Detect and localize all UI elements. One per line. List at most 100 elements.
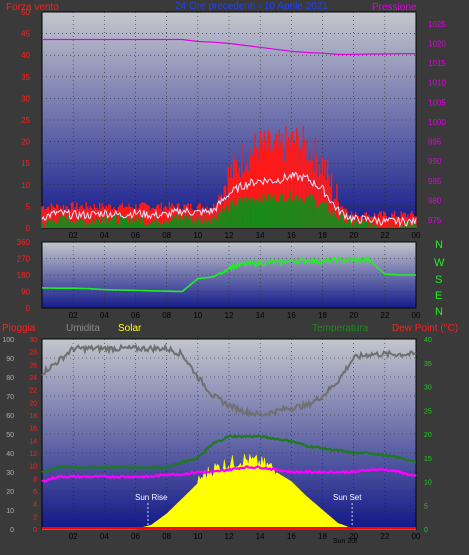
x-tick-label: 10 bbox=[193, 311, 202, 320]
x-tick-label: 20 bbox=[349, 311, 358, 320]
rain-tick-label: 4 bbox=[33, 502, 37, 509]
rain-tick-label: 14 bbox=[29, 438, 37, 445]
rain-tick-label: 30 bbox=[29, 337, 37, 344]
right-tick-label: 1025 bbox=[428, 20, 446, 29]
sun-set-time-annotation: Sun 20t bbox=[333, 538, 357, 545]
rain-tick-label: 12 bbox=[29, 451, 37, 458]
dewpoint-line bbox=[41, 465, 417, 483]
x-tick-label: 02 bbox=[69, 532, 78, 541]
data-marks bbox=[41, 38, 417, 530]
rain-tick-label: 24 bbox=[29, 375, 37, 382]
x-tick-label: 02 bbox=[69, 311, 78, 320]
x-tick-label: 12 bbox=[225, 532, 234, 541]
temperature-line bbox=[41, 434, 417, 474]
temperature-tick-label: 20 bbox=[424, 432, 432, 439]
x-tick-label: 10 bbox=[193, 231, 202, 240]
x-tick-label: 22 bbox=[380, 231, 389, 240]
x-tick-label: 00 bbox=[412, 231, 421, 240]
x-tick-label: 08 bbox=[162, 532, 171, 541]
x-tick-label: 16 bbox=[287, 231, 296, 240]
x-tick-label: 14 bbox=[256, 532, 265, 541]
humidity-tick-label: 30 bbox=[6, 470, 14, 477]
right-tick-label: 1015 bbox=[428, 59, 446, 68]
pressure-label: Pressione bbox=[372, 2, 417, 13]
right-tick-label: 1005 bbox=[428, 98, 446, 107]
rain-tick-label: 0 bbox=[33, 527, 37, 534]
left-tick-label: 50 bbox=[21, 8, 30, 17]
left-tick-label: 45 bbox=[21, 30, 30, 39]
right-tick-label: 1000 bbox=[428, 118, 446, 127]
direction-label-n-top: N bbox=[435, 239, 443, 251]
x-tick-label: 06 bbox=[131, 231, 140, 240]
direction-label-w: W bbox=[434, 257, 445, 269]
left-tick-label: 20 bbox=[21, 138, 30, 147]
x-tick-label: 14 bbox=[256, 231, 265, 240]
direction-label-s: S bbox=[435, 274, 442, 286]
direction-tick-label: 360 bbox=[17, 238, 31, 247]
x-tick-label: 02 bbox=[69, 231, 78, 240]
x-tick-label: 20 bbox=[349, 532, 358, 541]
x-tick-label: 08 bbox=[162, 311, 171, 320]
direction-label-e: E bbox=[435, 290, 442, 302]
left-tick-label: 15 bbox=[21, 159, 30, 168]
left-tick-label: 25 bbox=[21, 116, 30, 125]
humidity-label: Umidita bbox=[66, 323, 100, 334]
temperature-tick-label: 40 bbox=[424, 337, 432, 344]
x-tick-label: 06 bbox=[131, 311, 140, 320]
temperature-tick-label: 30 bbox=[424, 385, 432, 392]
temperature-label: Temperatura bbox=[312, 323, 369, 334]
x-tick-label: 18 bbox=[318, 311, 327, 320]
pressure-line bbox=[42, 38, 416, 55]
humidity-tick-label: 40 bbox=[6, 451, 14, 458]
rain-tick-label: 6 bbox=[33, 489, 37, 496]
temperature-tick-label: 10 bbox=[424, 480, 432, 487]
x-tick-label: 20 bbox=[349, 231, 358, 240]
right-tick-label: 975 bbox=[428, 216, 442, 225]
rain-tick-label: 18 bbox=[29, 413, 37, 420]
x-tick-label: 04 bbox=[100, 532, 109, 541]
right-tick-label: 980 bbox=[428, 197, 442, 206]
rain-tick-label: 20 bbox=[29, 400, 37, 407]
x-tick-label: 16 bbox=[287, 532, 296, 541]
x-tick-label: 12 bbox=[225, 311, 234, 320]
x-tick-label: 12 bbox=[225, 231, 234, 240]
right-tick-label: 990 bbox=[428, 157, 442, 166]
right-tick-label: 1010 bbox=[428, 79, 446, 88]
x-tick-label: 10 bbox=[193, 532, 202, 541]
rain-tick-label: 10 bbox=[29, 464, 37, 471]
rain-tick-label: 26 bbox=[29, 362, 37, 369]
temperature-tick-label: 25 bbox=[424, 408, 432, 415]
direction-tick-label: 0 bbox=[26, 304, 31, 313]
temperature-tick-label: 5 bbox=[424, 503, 428, 510]
x-tick-label: 18 bbox=[318, 231, 327, 240]
rain-tick-label: 28 bbox=[29, 350, 37, 357]
right-tick-label: 985 bbox=[428, 177, 442, 186]
x-tick-label: 22 bbox=[380, 532, 389, 541]
right-tick-label: 1020 bbox=[428, 39, 446, 48]
rain-label: Pioggia bbox=[2, 323, 36, 334]
humidity-tick-label: 0 bbox=[10, 527, 14, 534]
humidity-tick-label: 60 bbox=[6, 413, 14, 420]
wind-average-line bbox=[41, 171, 417, 228]
direction-tick-label: 90 bbox=[21, 288, 30, 297]
humidity-tick-label: 90 bbox=[6, 356, 14, 363]
sun-rise-annotation: Sun Rise bbox=[135, 493, 168, 502]
rain-tick-label: 22 bbox=[29, 388, 37, 395]
left-tick-label: 10 bbox=[21, 181, 30, 190]
chart-title: 24 Ore precedenti - 10 Aprile 2021 bbox=[175, 1, 328, 12]
humidity-tick-label: 50 bbox=[6, 432, 14, 439]
humidity-tick-label: 10 bbox=[6, 508, 14, 515]
right-tick-label: 995 bbox=[428, 138, 442, 147]
direction-tick-label: 270 bbox=[17, 255, 31, 264]
dewpoint-label: Dew Point (°C) bbox=[392, 323, 458, 334]
left-tick-label: 40 bbox=[21, 51, 30, 60]
wind-force-label: Forza vento bbox=[6, 2, 59, 13]
x-tick-label: 08 bbox=[162, 231, 171, 240]
temperature-tick-label: 35 bbox=[424, 361, 432, 368]
humidity-line bbox=[41, 343, 417, 419]
rain-tick-label: 2 bbox=[33, 514, 37, 521]
humidity-tick-label: 20 bbox=[6, 489, 14, 496]
humidity-tick-label: 80 bbox=[6, 375, 14, 382]
